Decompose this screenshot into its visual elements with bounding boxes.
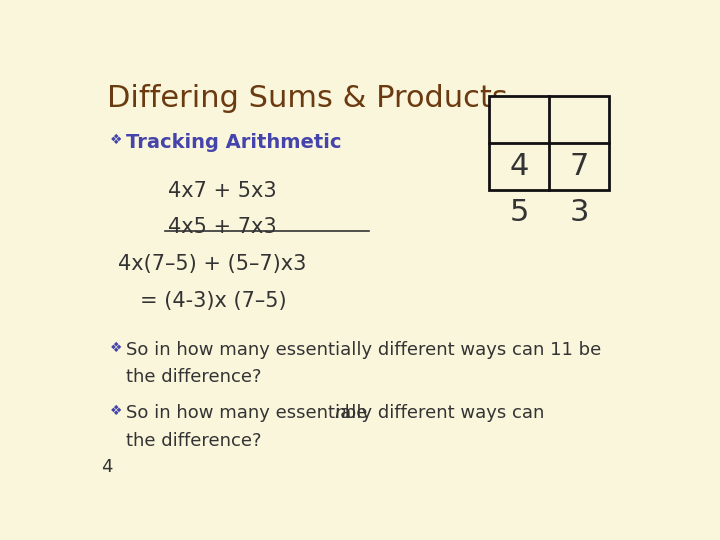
Text: 7: 7 [570, 152, 589, 181]
Text: 4x7 + 5x3: 4x7 + 5x3 [168, 181, 276, 201]
Text: be: be [339, 404, 367, 422]
Text: ❖: ❖ [109, 404, 122, 417]
Text: 4: 4 [509, 152, 528, 181]
Bar [489, 96, 609, 190]
Text: Differing Sums & Products: Differing Sums & Products [107, 84, 508, 112]
Text: 3: 3 [570, 198, 589, 227]
Text: ❖: ❖ [109, 133, 122, 147]
Text: So in how many essentially different ways can: So in how many essentially different way… [126, 404, 550, 422]
Text: the difference?: the difference? [126, 432, 262, 450]
Text: Tracking Arithmetic: Tracking Arithmetic [126, 133, 342, 152]
Text: n: n [334, 404, 346, 422]
Text: 4: 4 [101, 458, 112, 476]
Text: So in how many essentially different ways can 11 be
the difference?: So in how many essentially different way… [126, 341, 601, 386]
Text: = (4-3)x (7–5): = (4-3)x (7–5) [140, 292, 287, 312]
Text: 5: 5 [509, 198, 528, 227]
Text: 4x5 + 7x3: 4x5 + 7x3 [168, 217, 276, 237]
Text: ❖: ❖ [109, 341, 122, 355]
Text: 4x(7–5) + (5–7)x3: 4x(7–5) + (5–7)x3 [118, 254, 306, 274]
